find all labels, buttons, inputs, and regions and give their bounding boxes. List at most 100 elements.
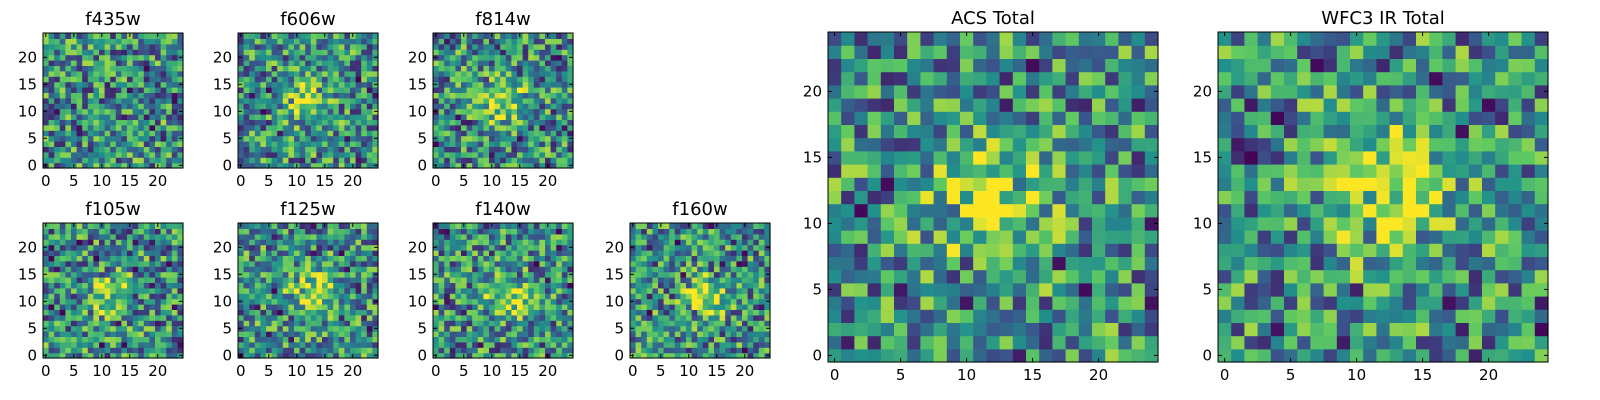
- heatmap-cell: [316, 309, 323, 316]
- heatmap-cell: [277, 309, 284, 316]
- heatmap-cell: [149, 87, 156, 93]
- heatmap-cell: [658, 293, 665, 300]
- heatmap-cell: [104, 260, 111, 267]
- heatmap-cell: [561, 119, 568, 126]
- heatmap-cell: [1039, 282, 1053, 297]
- heatmap-cell: [166, 228, 173, 235]
- heatmap-cell: [76, 33, 83, 39]
- heatmap-cell: [115, 92, 122, 99]
- heatmap-cell: [327, 347, 334, 354]
- heatmap-cell: [511, 352, 518, 359]
- heatmap-cell: [254, 250, 261, 256]
- heatmap-cell: [310, 108, 317, 115]
- heatmap-cell: [171, 54, 178, 61]
- x-tick-label: 10: [287, 172, 306, 190]
- heatmap-cell: [355, 87, 362, 93]
- heatmap-cell: [999, 177, 1014, 191]
- heatmap-cell: [132, 309, 139, 316]
- heatmap-cell: [171, 162, 178, 169]
- heatmap-cell: [288, 309, 295, 316]
- heatmap-cell: [725, 331, 732, 337]
- heatmap-cell: [697, 271, 704, 278]
- heatmap-cell: [561, 65, 568, 72]
- heatmap-cell: [322, 81, 329, 88]
- heatmap-cell: [305, 260, 312, 267]
- heatmap-cell: [533, 239, 540, 246]
- heatmap-cell: [686, 250, 693, 256]
- heatmap-cell: [522, 119, 529, 126]
- heatmap-cell: [177, 141, 184, 147]
- heatmap-cell: [71, 92, 78, 99]
- heatmap-cell: [652, 282, 659, 289]
- heatmap-cell: [725, 266, 732, 273]
- heatmap-cell: [658, 341, 665, 348]
- heatmap-cell: [65, 260, 72, 267]
- heatmap-cell: [254, 157, 261, 164]
- heatmap-cell: [561, 304, 568, 310]
- heatmap-cell: [249, 352, 256, 359]
- heatmap-cell: [299, 114, 306, 120]
- heatmap-cell: [299, 255, 306, 262]
- heatmap-cell: [266, 331, 273, 337]
- heatmap-cell: [366, 108, 373, 115]
- heatmap-cell: [149, 43, 156, 50]
- heatmap-cell: [455, 87, 462, 93]
- heatmap-cell: [143, 162, 150, 169]
- heatmap-cell: [143, 352, 150, 359]
- heatmap-cell: [708, 277, 715, 283]
- y-tick-label: 5: [27, 129, 37, 147]
- heatmap-cell: [254, 255, 261, 262]
- heatmap-cell: [522, 352, 529, 359]
- heatmap-cell: [764, 277, 771, 283]
- y-tick-label: 15: [408, 265, 427, 283]
- heatmap-cell: [76, 38, 83, 45]
- heatmap-cell: [138, 287, 145, 294]
- heatmap-cell: [758, 336, 765, 343]
- heatmap-cell: [691, 250, 698, 256]
- heatmap-cell: [316, 60, 323, 66]
- heatmap-cell: [517, 341, 524, 348]
- heatmap-cell: [288, 228, 295, 235]
- heatmap-cell: [243, 43, 250, 50]
- heatmap-cell: [76, 141, 83, 147]
- heatmap-cell: [149, 277, 156, 283]
- heatmap-cell: [143, 282, 150, 289]
- heatmap-cell: [333, 309, 340, 316]
- heatmap-cell: [494, 255, 501, 262]
- heatmap-cell: [539, 33, 546, 39]
- heatmap-cell: [171, 108, 178, 115]
- heatmap-cell: [556, 347, 563, 354]
- heatmap-cell: [999, 282, 1014, 297]
- heatmap-cell: [138, 250, 145, 256]
- heatmap-cell: [466, 266, 473, 273]
- heatmap-cell: [282, 33, 289, 39]
- heatmap-cell: [149, 65, 156, 72]
- heatmap-cell: [545, 336, 552, 343]
- heatmap-cell: [556, 325, 563, 332]
- heatmap-cell: [127, 239, 134, 246]
- heatmap-cell: [59, 325, 66, 332]
- heatmap-cell: [350, 65, 357, 72]
- heatmap-cell: [344, 255, 351, 262]
- heatmap-cell: [87, 151, 94, 158]
- heatmap-cell: [59, 92, 66, 99]
- heatmap-cell: [708, 298, 715, 305]
- heatmap-cell: [550, 162, 557, 169]
- heatmap-cell: [483, 293, 490, 300]
- heatmap-cell: [867, 216, 882, 231]
- heatmap-cell: [449, 119, 456, 126]
- heatmap-cell: [271, 114, 278, 120]
- heatmap-cell: [472, 108, 479, 115]
- heatmap-cell: [305, 135, 312, 142]
- heatmap-cell: [361, 103, 368, 110]
- heatmap-cell: [305, 255, 312, 262]
- heatmap-cell: [477, 54, 484, 61]
- heatmap-cell: [87, 38, 94, 45]
- heatmap-cell: [483, 260, 490, 267]
- heatmap-cell: [59, 341, 66, 348]
- heatmap-cell: [104, 60, 111, 66]
- heatmap-cell: [708, 266, 715, 273]
- heatmap-cell: [466, 103, 473, 110]
- heatmap-cell: [758, 298, 765, 305]
- heatmap-cell: [355, 233, 362, 240]
